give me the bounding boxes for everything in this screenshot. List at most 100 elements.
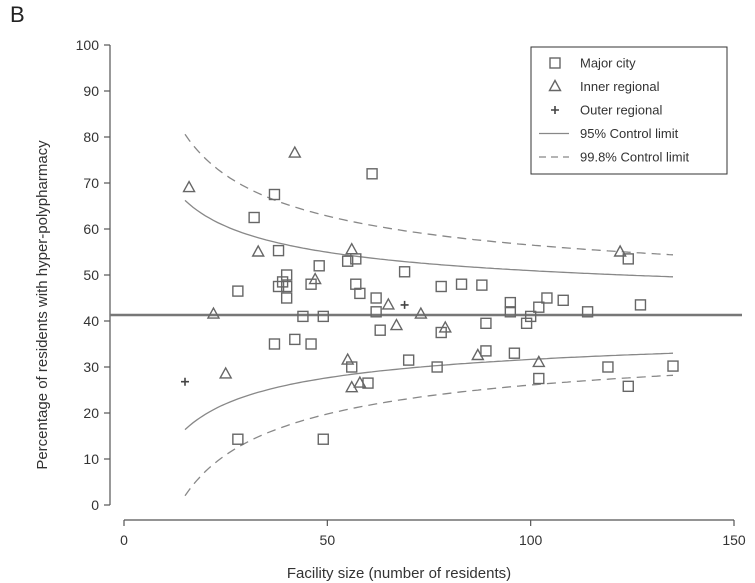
point-square [280, 292, 293, 304]
control-limit-998-upper [184, 133, 674, 256]
point-square [268, 338, 281, 350]
point-square [297, 310, 309, 323]
x-axis-label: Facility size (number of residents) [287, 565, 511, 582]
point-square [508, 347, 521, 359]
point-square [313, 260, 325, 272]
y-tick-label: 20 [83, 405, 99, 421]
point-square [232, 433, 244, 445]
point-square [504, 306, 517, 318]
point-square [402, 354, 415, 366]
point-square [480, 317, 492, 329]
point-triangle [381, 297, 396, 310]
point-square [374, 324, 386, 336]
point-square [398, 266, 411, 278]
y-tick-label: 90 [83, 83, 99, 99]
point-triangle [288, 145, 302, 158]
point-square [524, 310, 537, 323]
point-square [317, 433, 329, 445]
y-axis-label: Percentage of residents with hyper-polyp… [34, 140, 51, 470]
point-triangle [251, 244, 265, 257]
control-limits [184, 133, 674, 497]
x-tick-label: 50 [320, 532, 336, 548]
control-limit-998-lower [184, 374, 674, 497]
legend-box [530, 46, 728, 175]
legend-label: Major city [580, 56, 636, 71]
legend-marker-plus [551, 106, 559, 114]
point-square [533, 301, 545, 313]
point-square [289, 333, 301, 346]
point-square [272, 244, 285, 257]
point-triangle [340, 352, 355, 365]
legend-marker-square [549, 57, 561, 69]
legend-label: Outer regional [580, 103, 662, 118]
point-square [622, 380, 634, 393]
y-tick-label: 50 [83, 267, 99, 283]
point-square [341, 255, 354, 267]
legend-label: 95% Control limit [580, 126, 679, 141]
point-triangle [471, 348, 485, 361]
legend-label: 99.8% Control limit [580, 150, 689, 165]
point-triangle [613, 244, 627, 257]
point-plus [181, 377, 189, 386]
point-square [435, 280, 447, 293]
control-limit-95-lower [184, 352, 674, 431]
point-square [431, 361, 443, 373]
point-square [354, 287, 366, 300]
point-triangle [345, 242, 359, 255]
point-square [622, 253, 634, 265]
y-tick-label: 0 [91, 497, 99, 513]
point-square [602, 361, 614, 373]
y-tick-label: 80 [83, 129, 99, 145]
control-limit-95-upper [184, 199, 674, 278]
point-triangle [389, 318, 404, 331]
data-points [181, 145, 679, 445]
y-tick-label: 60 [83, 221, 99, 237]
x-tick-label: 100 [519, 532, 543, 548]
point-triangle [353, 375, 367, 388]
point-triangle [438, 320, 452, 333]
point-square [268, 188, 281, 201]
point-square [476, 279, 488, 291]
point-square [557, 294, 569, 306]
point-square [317, 310, 329, 323]
point-square [634, 299, 647, 311]
point-triangle [206, 306, 221, 319]
point-square [480, 345, 492, 357]
axes: 0 10 20 30 40 50 60 70 80 90 100 0 50 100 150 Facility … [34, 37, 746, 582]
point-triangle [308, 272, 322, 285]
point-square [533, 372, 545, 385]
point-triangle [182, 180, 196, 193]
y-tick-label: 10 [83, 451, 99, 467]
point-square [232, 285, 244, 297]
x-tick-label: 0 [120, 532, 128, 548]
point-square [520, 317, 533, 329]
point-square [455, 278, 468, 290]
point-triangle [414, 306, 428, 319]
legend-marker-triangle [548, 79, 562, 92]
y-tick-label: 40 [83, 313, 99, 329]
point-square [280, 269, 293, 281]
point-square [504, 296, 517, 309]
point-square [541, 292, 553, 304]
point-square [366, 168, 378, 180]
point-square [370, 292, 382, 304]
point-plus [400, 300, 409, 309]
point-square [370, 306, 382, 318]
point-triangle [218, 366, 233, 379]
point-square [350, 278, 362, 290]
point-square [581, 306, 594, 318]
x-tick-label: 150 [722, 532, 746, 548]
point-square [280, 280, 293, 293]
point-square [305, 338, 317, 350]
y-tick-label: 100 [76, 37, 100, 53]
point-square [667, 360, 679, 372]
point-triangle [532, 354, 546, 368]
y-tick-label: 70 [83, 175, 99, 191]
y-tick-label: 30 [83, 359, 99, 375]
legend-label: Inner regional [580, 79, 660, 94]
legend: Major city Inner regional Outer regional 95… [530, 46, 728, 175]
point-square [248, 211, 260, 224]
panel-label: B [10, 2, 25, 27]
